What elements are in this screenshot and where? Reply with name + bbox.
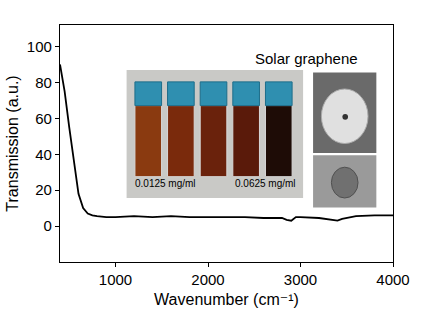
svg-text:Wavenumber (cm⁻¹): Wavenumber (cm⁻¹): [154, 291, 299, 308]
svg-text:80: 80: [35, 74, 52, 91]
svg-text:1000: 1000: [99, 271, 132, 288]
svg-text:0.0625 mg/ml: 0.0625 mg/ml: [235, 178, 296, 189]
svg-text:20: 20: [35, 181, 52, 198]
svg-text:100: 100: [27, 38, 52, 55]
svg-text:Solar graphene: Solar graphene: [255, 50, 358, 67]
svg-text:Transmission (a.u.): Transmission (a.u.): [4, 75, 21, 211]
svg-text:4000: 4000: [376, 271, 409, 288]
svg-text:0: 0: [44, 217, 52, 234]
svg-text:2000: 2000: [191, 271, 224, 288]
svg-text:60: 60: [35, 110, 52, 127]
svg-text:40: 40: [35, 146, 52, 163]
svg-text:0.0125 mg/ml: 0.0125 mg/ml: [135, 178, 196, 189]
svg-text:3000: 3000: [284, 271, 317, 288]
